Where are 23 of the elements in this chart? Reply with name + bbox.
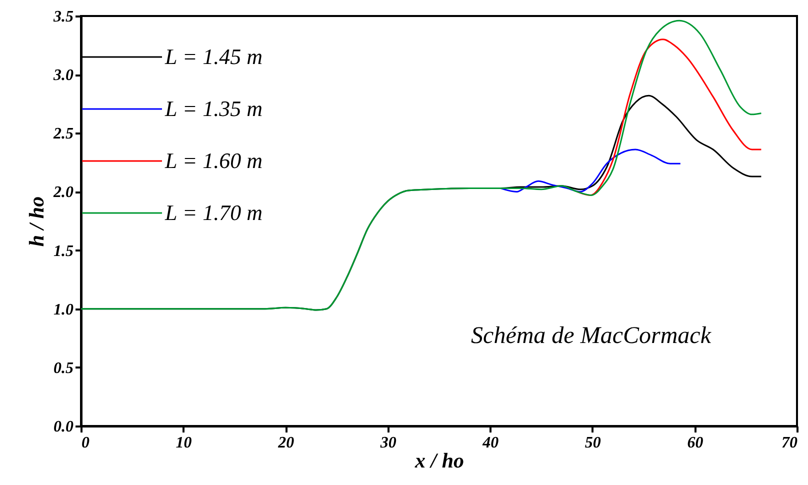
- y-tick-label: 1.0: [54, 301, 74, 318]
- y-tick-label: 2.5: [52, 126, 74, 143]
- x-tick-label: 60: [687, 434, 704, 452]
- y-tick-label: 1.5: [54, 242, 74, 260]
- x-tick-label: 30: [379, 434, 396, 452]
- y-tick-label: 0.5: [54, 360, 74, 377]
- x-tick-label: 0: [82, 434, 90, 452]
- legend-label: L = 1.45 m: [164, 44, 263, 69]
- x-tick-label: 10: [176, 434, 192, 452]
- y-tick-label: 0.0: [54, 418, 74, 436]
- x-tick-label: 50: [584, 434, 601, 452]
- x-tick-label: 40: [482, 434, 499, 452]
- y-tick-label: 3.5: [52, 8, 74, 26]
- legend-label: L = 1.70 m: [164, 200, 263, 225]
- y-tick-label: 3.0: [52, 67, 74, 84]
- y-tick-label: 2.0: [52, 184, 74, 202]
- y-axis-title: h / ho: [24, 196, 48, 247]
- x-tick-label: 70: [782, 434, 798, 452]
- annotation: Schéma de MacCormack: [471, 323, 712, 349]
- x-axis-title: x / ho: [414, 448, 464, 472]
- legend-label: L = 1.60 m: [164, 148, 263, 173]
- legend-label: L = 1.35 m: [164, 96, 263, 121]
- x-tick-label: 20: [277, 434, 294, 452]
